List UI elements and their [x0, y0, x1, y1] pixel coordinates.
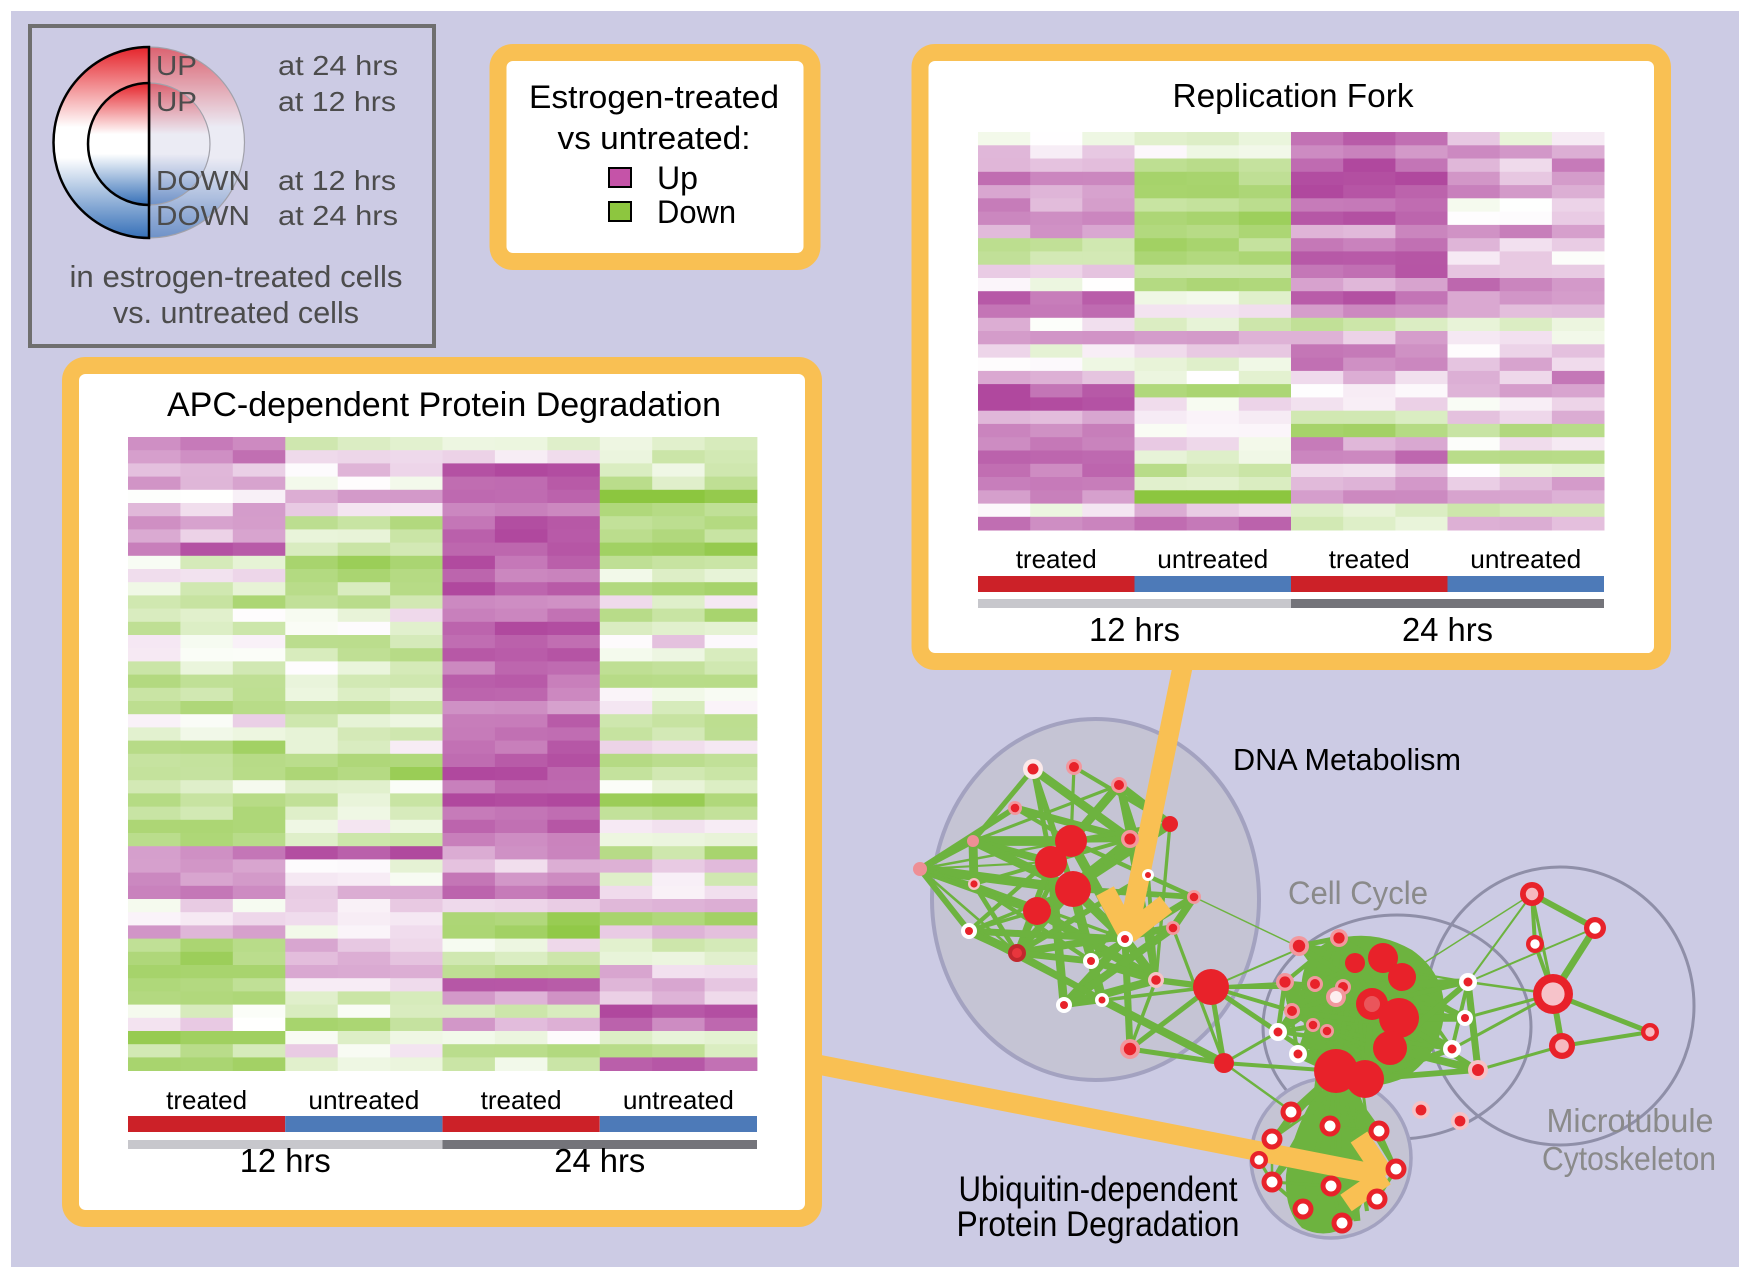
- svg-text:Microtubule: Microtubule: [1547, 1102, 1714, 1139]
- svg-text:at 12 hrs: at 12 hrs: [278, 86, 396, 117]
- svg-text:untreated: untreated: [308, 1085, 419, 1115]
- svg-text:UP: UP: [156, 50, 197, 81]
- svg-text:treated: treated: [481, 1085, 562, 1115]
- svg-text:12 hrs: 12 hrs: [240, 1142, 331, 1179]
- svg-text:Ubiquitin-dependent: Ubiquitin-dependent: [959, 1170, 1238, 1209]
- svg-text:Cell Cycle: Cell Cycle: [1288, 875, 1428, 911]
- svg-text:in estrogen-treated cells: in estrogen-treated cells: [70, 259, 403, 294]
- svg-text:untreated: untreated: [1470, 544, 1581, 574]
- svg-text:at 24 hrs: at 24 hrs: [278, 200, 398, 231]
- svg-text:untreated: untreated: [1157, 544, 1268, 574]
- svg-text:24 hrs: 24 hrs: [554, 1142, 645, 1179]
- svg-text:treated: treated: [166, 1085, 247, 1115]
- svg-text:vs. untreated cells: vs. untreated cells: [113, 295, 359, 330]
- svg-text:24 hrs: 24 hrs: [1402, 611, 1493, 648]
- svg-text:untreated: untreated: [623, 1085, 734, 1115]
- svg-text:treated: treated: [1016, 544, 1097, 574]
- svg-text:at 12 hrs: at 12 hrs: [278, 165, 396, 196]
- svg-text:APC-dependent Protein Degradat: APC-dependent Protein Degradation: [167, 386, 721, 424]
- svg-text:Up: Up: [657, 160, 698, 196]
- svg-text:at 24 hrs: at 24 hrs: [278, 50, 398, 81]
- svg-text:Replication Fork: Replication Fork: [1173, 77, 1414, 114]
- svg-text:Down: Down: [657, 194, 736, 230]
- svg-text:DNA Metabolism: DNA Metabolism: [1233, 742, 1461, 777]
- svg-text:12 hrs: 12 hrs: [1089, 611, 1180, 648]
- svg-text:Cytoskeleton: Cytoskeleton: [1542, 1140, 1716, 1177]
- svg-text:UP: UP: [156, 86, 197, 117]
- svg-text:DOWN: DOWN: [156, 165, 250, 196]
- svg-text:Estrogen-treated: Estrogen-treated: [529, 79, 779, 115]
- svg-text:Protein Degradation: Protein Degradation: [957, 1205, 1240, 1244]
- svg-text:DOWN: DOWN: [156, 200, 250, 231]
- svg-text:vs untreated:: vs untreated:: [558, 120, 751, 156]
- svg-text:treated: treated: [1329, 544, 1410, 574]
